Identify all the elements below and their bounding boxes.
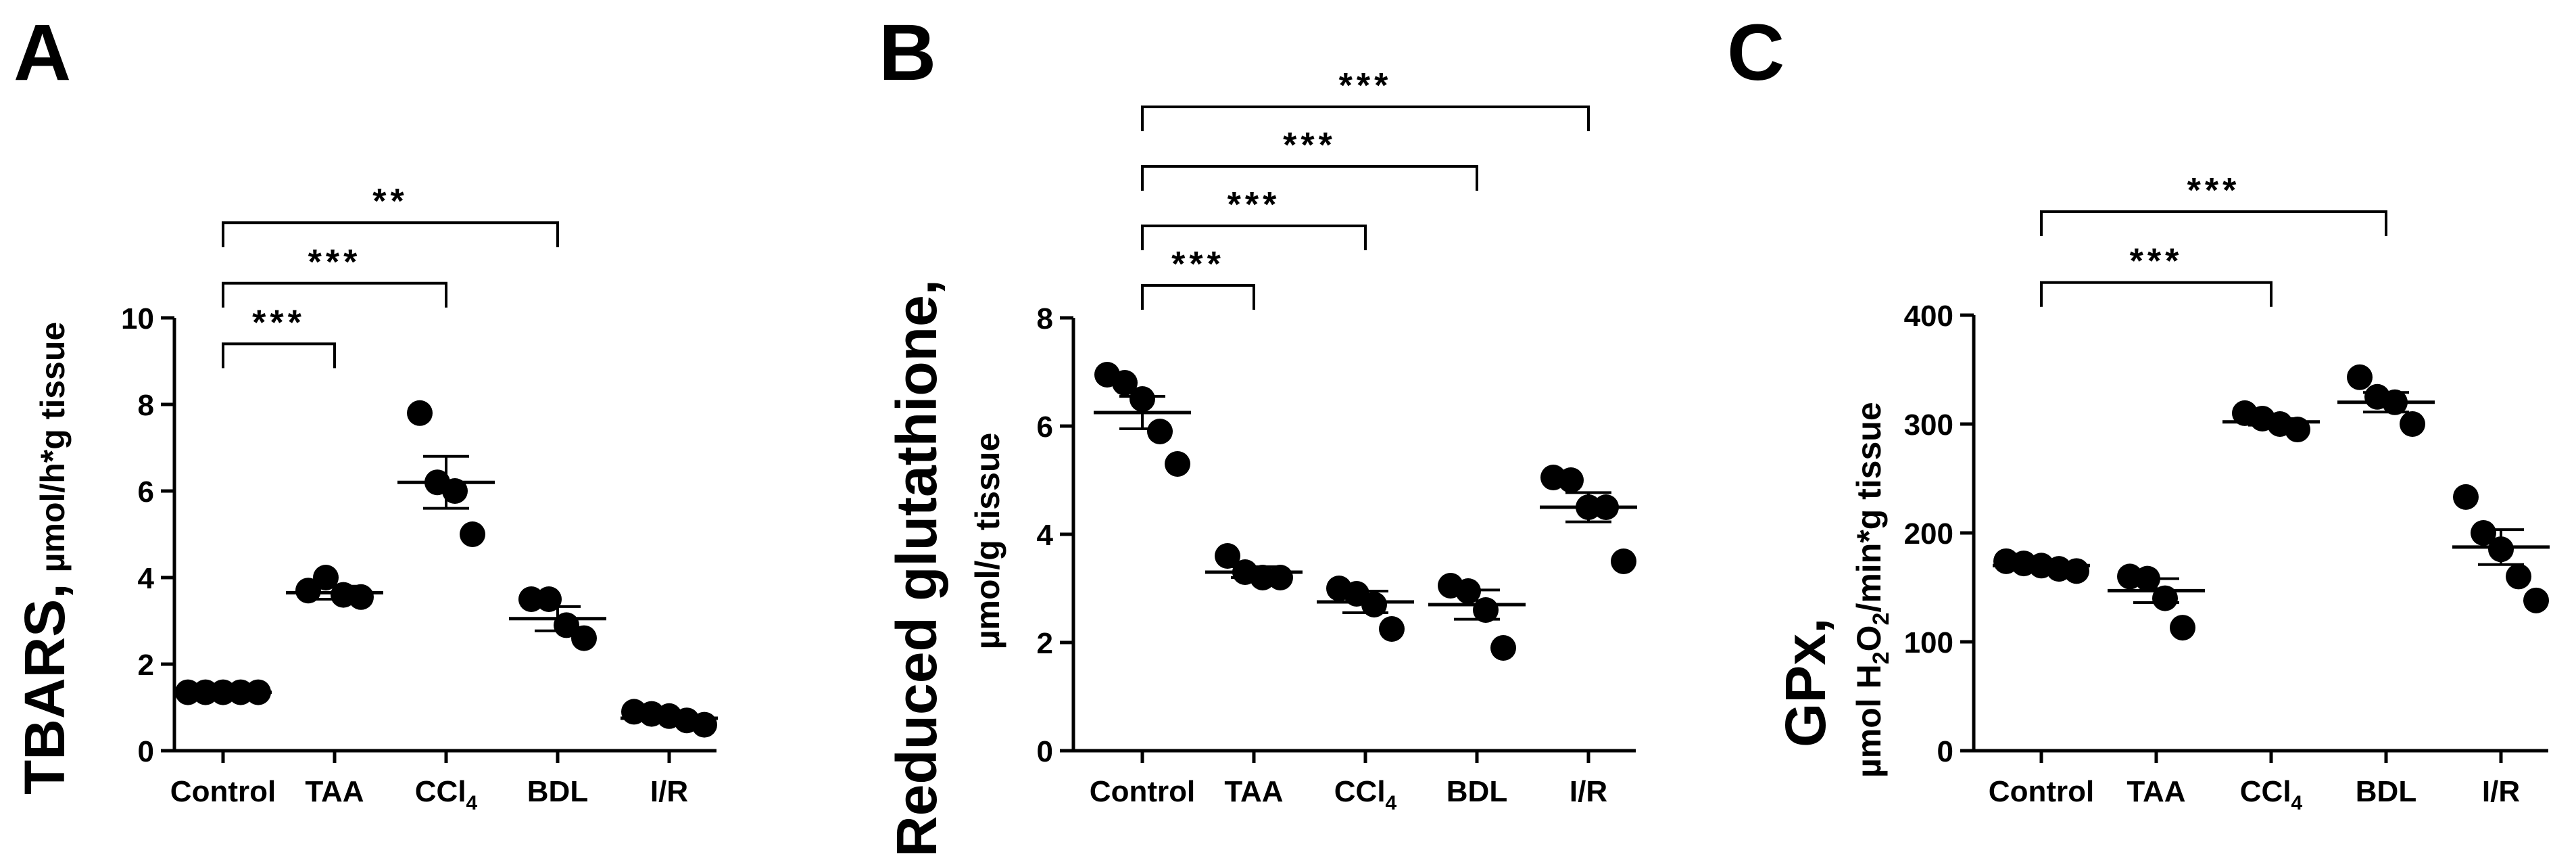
y-tick-label: 4	[1037, 519, 1054, 552]
y-axis-title: TBARS,µmol/h*g tissue	[13, 322, 76, 795]
panel-letter-c: C	[1727, 8, 1784, 97]
significance-label: ***	[2187, 171, 2241, 210]
significance-label: ***	[252, 303, 306, 342]
y-axis-unit-part: 2	[1868, 613, 1894, 626]
data-point	[2453, 484, 2479, 510]
panel-letter-a: A	[14, 8, 71, 97]
x-category-label: Control	[1090, 775, 1195, 808]
x-category-label: I/R	[650, 775, 688, 808]
x-category-subscript: 4	[466, 792, 478, 814]
y-axis-unit: µmol H2O2/min*g tissue	[1850, 402, 1894, 778]
significance-label: ***	[2130, 242, 2183, 281]
significance-bracket	[222, 342, 336, 369]
data-point	[1361, 592, 1387, 617]
data-point	[2170, 615, 2195, 641]
panel-letter-b: B	[879, 8, 936, 97]
y-axis-unit-part: O	[1850, 625, 1888, 651]
x-category-subscript: 4	[1386, 792, 1397, 814]
y-axis-title: GPx,	[1774, 618, 1837, 747]
x-category-label: I/R	[1570, 775, 1607, 808]
x-category-label: Control	[1989, 775, 2094, 808]
data-point	[2064, 558, 2089, 584]
y-tick-label: 8	[1037, 302, 1053, 335]
x-category-label: Control	[170, 775, 276, 808]
y-tick-label: 2	[1037, 627, 1053, 660]
significance-label: ***	[1228, 185, 1281, 225]
x-category-label: CCl4	[415, 775, 478, 814]
x-category-label: BDL	[1447, 775, 1507, 808]
data-point	[1611, 548, 1636, 574]
y-tick-label: 100	[1904, 626, 1953, 659]
significance-label: **	[372, 182, 408, 221]
x-category-label: CCl4	[2240, 775, 2303, 814]
y-tick-label: 4	[138, 562, 155, 595]
significance-label: ***	[1171, 245, 1225, 284]
data-point	[1165, 451, 1190, 477]
y-tick-label: 0	[1937, 735, 1953, 768]
y-axis-title: Reduced glutathione,	[885, 279, 948, 857]
significance-label: ***	[308, 243, 362, 282]
significance-label: ***	[1339, 66, 1392, 106]
data-point	[1112, 370, 1138, 396]
data-point	[2471, 520, 2496, 546]
y-tick-label: 400	[1904, 300, 1953, 333]
significance-bracket	[2040, 281, 2273, 307]
data-point	[1147, 419, 1173, 444]
x-category-subscript: 4	[2291, 792, 2303, 814]
y-tick-label: 8	[138, 389, 154, 422]
y-tick-label: 200	[1904, 517, 1953, 551]
y-axis-unit: µmol/g tissue	[969, 433, 1006, 650]
significance-bracket	[2040, 210, 2387, 237]
data-point	[691, 711, 717, 738]
data-point	[407, 400, 433, 426]
data-point	[442, 478, 468, 504]
data-point	[2400, 411, 2425, 437]
x-category-label: BDL	[2356, 775, 2416, 808]
y-axis-unit-part: 2	[1868, 651, 1894, 664]
y-tick-label: 10	[121, 302, 154, 335]
y-tick-label: 6	[1037, 411, 1053, 444]
x-category-label: I/R	[2482, 775, 2520, 808]
x-category-label: CCl4	[1334, 775, 1397, 814]
x-category-label: BDL	[527, 775, 588, 808]
x-category-label: TAA	[305, 775, 364, 808]
panel-a-chart: 0 2 4 6 8 10 Control TAA CCl4 BDL I/R TBARS,µmol/h*…	[13, 182, 718, 814]
x-category-label: TAA	[2127, 775, 2185, 808]
significance-bracket	[222, 221, 559, 248]
data-point	[2506, 563, 2531, 590]
y-tick-label: 6	[138, 475, 154, 509]
y-tick-label: 0	[1037, 735, 1053, 768]
significance-bracket	[1141, 284, 1255, 310]
y-tick-label: 300	[1904, 408, 1953, 442]
data-point	[1379, 616, 1405, 642]
y-axis-unit: µmol/h*g tissue	[34, 322, 72, 573]
y-axis-unit-part: µmol H	[1850, 664, 1888, 778]
y-tick-label: 0	[138, 735, 154, 768]
data-point	[2523, 587, 2549, 613]
data-point	[571, 625, 597, 651]
data-point	[295, 578, 321, 604]
data-point	[460, 521, 485, 547]
panel-c-chart: 0 100 200 300 400 Control TAA CCl4 BDL I/R GPx, µmo…	[1774, 171, 2550, 814]
data-point	[313, 565, 339, 590]
significance-bracket	[1141, 165, 1478, 191]
data-point	[1490, 635, 1516, 661]
panel-b-chart: 0 2 4 6 8 Control TAA CCl4 BDL I/R Reduced glutath…	[885, 66, 1637, 857]
data-point	[1215, 543, 1240, 569]
y-axis-unit-part: /min*g tissue	[1850, 402, 1888, 612]
x-category-label: TAA	[1224, 775, 1283, 808]
significance-bracket	[1141, 106, 1590, 131]
data-point	[348, 584, 374, 610]
data-point	[2347, 364, 2373, 390]
y-tick-label: 2	[138, 649, 154, 682]
data-point	[1558, 467, 1584, 493]
significance-label: ***	[1283, 126, 1336, 165]
significance-bracket	[222, 281, 447, 308]
significance-bracket	[1141, 225, 1367, 250]
